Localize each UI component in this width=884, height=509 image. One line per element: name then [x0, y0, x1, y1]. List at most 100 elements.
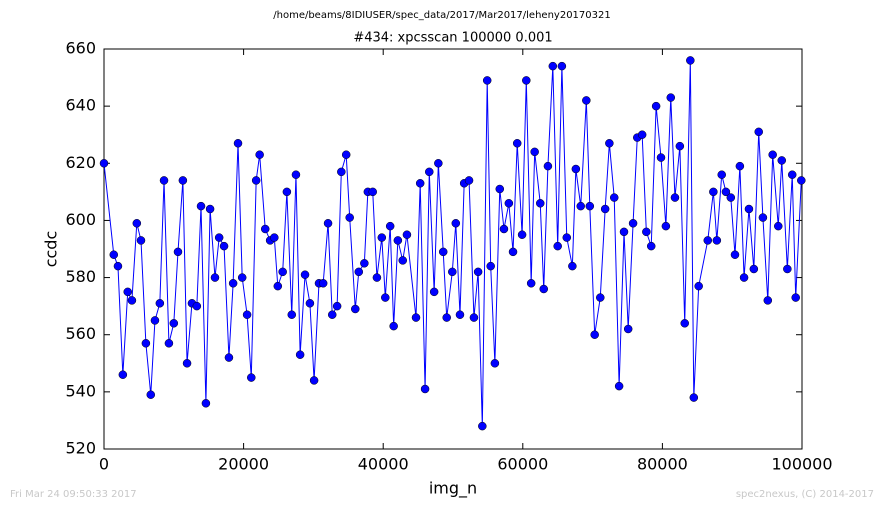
- data-point: [726, 193, 736, 202]
- data-point: [233, 139, 243, 148]
- data-point: [495, 184, 505, 194]
- data-point: [666, 93, 676, 102]
- data-point: [273, 281, 283, 291]
- data-point: [173, 247, 183, 257]
- data-point: [309, 376, 319, 385]
- data-point: [739, 273, 749, 282]
- data-point: [585, 201, 595, 211]
- data-point: [499, 224, 509, 234]
- data-point: [420, 384, 430, 394]
- data-point: [448, 267, 457, 277]
- data-point: [389, 321, 398, 331]
- data-point: [442, 313, 451, 322]
- data-point: [473, 267, 483, 277]
- data-point: [455, 310, 465, 319]
- y-tick-label: 640: [65, 96, 96, 115]
- data-point: [242, 310, 252, 319]
- data-point: [255, 150, 264, 159]
- data-point: [582, 96, 591, 105]
- data-point: [568, 261, 577, 271]
- data-point: [159, 176, 169, 185]
- data-point: [600, 204, 610, 214]
- x-tick-label: 20000: [218, 455, 269, 474]
- data-point: [196, 201, 206, 211]
- data-point: [136, 236, 146, 245]
- data-point: [270, 233, 279, 242]
- data-point: [278, 267, 287, 277]
- data-point: [661, 221, 671, 231]
- data-point: [721, 187, 731, 197]
- data-point: [777, 156, 787, 165]
- data-point: [341, 150, 351, 159]
- data-point: [237, 273, 247, 282]
- data-point: [694, 281, 703, 291]
- data-point: [670, 193, 680, 202]
- data-point: [623, 324, 633, 334]
- data-point: [735, 161, 745, 171]
- data-point: [571, 164, 581, 174]
- data-point: [141, 339, 151, 348]
- data-point: [712, 236, 722, 245]
- data-point: [490, 359, 500, 368]
- data-point: [686, 56, 695, 65]
- data-point: [164, 339, 174, 348]
- data-point: [758, 213, 768, 222]
- data-point: [451, 219, 461, 228]
- data-point: [429, 287, 439, 297]
- x-tick-label: 0: [99, 455, 109, 474]
- data-point: [557, 61, 567, 71]
- data-point: [146, 390, 156, 399]
- data-point: [345, 213, 354, 222]
- data-point: [381, 293, 390, 302]
- data-point: [247, 373, 256, 382]
- plot-frame: [103, 48, 803, 450]
- data-point: [486, 261, 495, 271]
- data-point: [300, 270, 310, 279]
- data-point: [169, 319, 179, 328]
- data-point: [201, 399, 211, 408]
- data-point: [332, 301, 342, 311]
- data-point: [469, 313, 479, 322]
- data-point: [295, 350, 305, 359]
- data-point: [609, 193, 619, 202]
- data-point: [377, 233, 387, 242]
- data-point: [512, 139, 522, 148]
- data-point: [526, 279, 536, 288]
- data-point: [797, 176, 806, 185]
- data-point: [553, 241, 562, 251]
- data-point: [411, 313, 421, 322]
- data-point: [224, 353, 234, 362]
- data-point: [590, 330, 599, 339]
- data-point: [637, 130, 647, 139]
- data-point: [763, 296, 773, 305]
- y-tick-label: 520: [65, 439, 96, 458]
- data-point: [787, 170, 797, 179]
- data-point: [539, 284, 548, 294]
- footer-right: spec2nexus, (C) 2014-2017: [736, 489, 874, 500]
- y-axis-label: ccdc: [42, 231, 61, 268]
- x-axis-label: img_n: [429, 479, 477, 499]
- data-point: [260, 224, 270, 234]
- data-point: [360, 259, 369, 268]
- data-point: [656, 153, 666, 162]
- data-point: [214, 233, 224, 242]
- data-point: [337, 167, 346, 177]
- data-point: [709, 187, 718, 197]
- data-point: [402, 230, 412, 239]
- data-point: [327, 310, 337, 319]
- x-tick-label: 80000: [637, 455, 688, 474]
- x-tick-label: 40000: [358, 455, 409, 474]
- data-point: [354, 267, 364, 277]
- data-point: [99, 159, 109, 168]
- data-point: [192, 301, 202, 311]
- data-point: [562, 233, 572, 242]
- data-point: [210, 273, 220, 282]
- data-point: [703, 236, 713, 245]
- data-point: [646, 241, 656, 251]
- data-point: [368, 187, 377, 197]
- data-point: [318, 279, 328, 288]
- data-point: [434, 159, 443, 168]
- data-point: [323, 219, 333, 228]
- data-point: [150, 316, 160, 325]
